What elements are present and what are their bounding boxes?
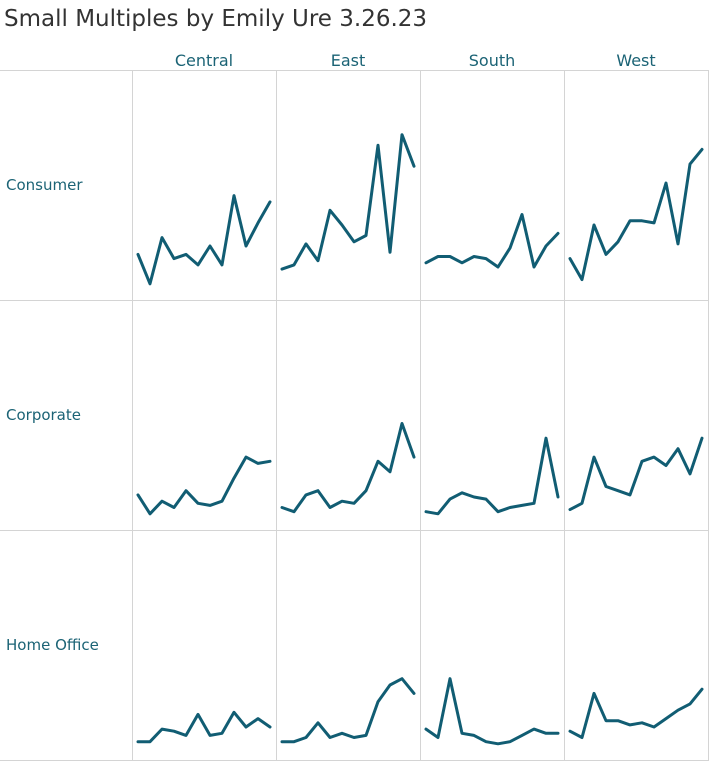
line-home-office-south	[424, 677, 560, 746]
dashboard-title: Small Multiples by Emily Ure 3.26.23	[4, 6, 428, 32]
column-header-central: Central	[175, 51, 233, 70]
line-corporate-west	[568, 436, 704, 512]
line-corporate-central	[136, 455, 272, 516]
line-consumer-central	[136, 194, 272, 286]
line-corporate-east	[280, 422, 416, 514]
column-header-west: West	[616, 51, 655, 70]
line-consumer-south	[424, 213, 560, 269]
row-header-home-office: Home Office	[6, 636, 99, 654]
line-corporate-south	[424, 436, 560, 516]
row-header-corporate: Corporate	[6, 406, 81, 424]
line-home-office-east	[280, 677, 416, 744]
row-header-consumer: Consumer	[6, 176, 83, 194]
column-headers: Central East South West	[175, 51, 656, 70]
line-home-office-central	[136, 710, 272, 744]
column-header-south: South	[469, 51, 516, 70]
line-consumer-east	[280, 133, 416, 271]
series-lines	[136, 133, 704, 746]
line-consumer-west	[568, 147, 704, 282]
grid-layer	[0, 70, 709, 761]
row-headers: Consumer Corporate Home Office	[6, 176, 99, 654]
line-home-office-west	[568, 687, 704, 739]
column-header-east: East	[331, 51, 366, 70]
